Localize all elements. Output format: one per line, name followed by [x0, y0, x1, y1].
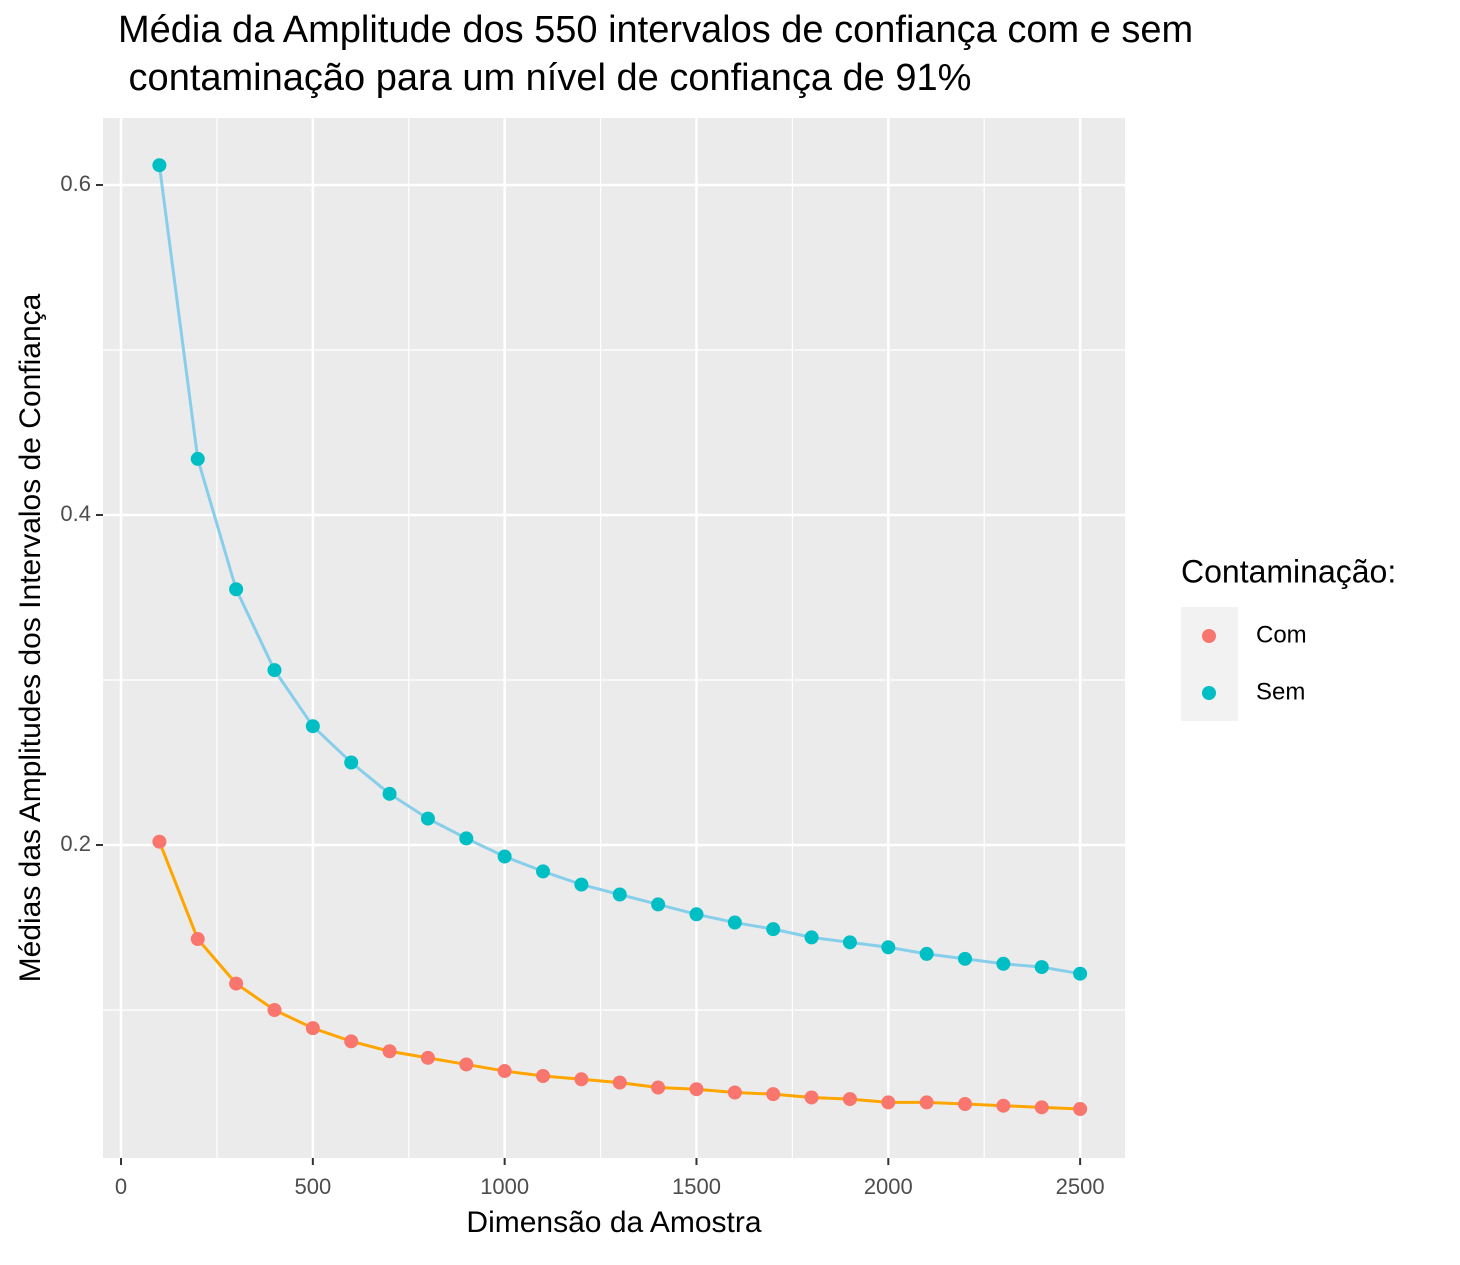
data-point	[881, 1095, 896, 1110]
data-point	[689, 907, 704, 922]
legend-label: Sem	[1256, 678, 1305, 705]
x-axis-label: Dimensão da Amostra	[466, 1206, 761, 1239]
data-point	[574, 877, 589, 892]
data-point	[766, 922, 781, 937]
chart-title: contaminação para um nível de confiança …	[118, 57, 971, 99]
data-point	[804, 930, 819, 945]
x-tick-label: 1500	[672, 1174, 721, 1199]
data-point	[612, 1075, 627, 1090]
data-point	[727, 915, 742, 930]
data-point	[267, 663, 282, 678]
legend-key	[1202, 629, 1216, 643]
x-tick-label: 1000	[480, 1174, 529, 1199]
data-point	[305, 1021, 320, 1036]
data-point	[881, 940, 896, 955]
data-point	[958, 1097, 973, 1112]
data-point	[536, 864, 551, 879]
data-point	[536, 1068, 551, 1083]
data-point	[1073, 966, 1088, 981]
data-point	[497, 849, 512, 864]
chart-title: Média da Amplitude dos 550 intervalos de…	[118, 9, 1193, 51]
data-point	[919, 946, 934, 961]
data-point	[612, 887, 627, 902]
data-point	[1034, 1100, 1049, 1115]
legend-key	[1202, 686, 1216, 700]
data-point	[727, 1085, 742, 1100]
legend: Com Sem	[1181, 607, 1307, 721]
data-point	[689, 1082, 704, 1097]
legend-key-background	[1181, 607, 1238, 721]
data-point	[996, 956, 1011, 971]
data-point	[420, 1050, 435, 1065]
data-point	[229, 976, 244, 991]
legend-label: Com	[1256, 621, 1307, 648]
data-point	[459, 831, 474, 846]
y-axis-label: Médias das Amplitudes dos Intervalos de …	[14, 293, 47, 982]
legend-title: Contaminação:	[1181, 553, 1396, 589]
data-point	[1034, 960, 1049, 975]
data-point	[152, 834, 167, 849]
plot-panel	[103, 118, 1125, 1158]
data-point	[382, 786, 397, 801]
data-point	[651, 897, 666, 912]
data-point	[766, 1087, 781, 1102]
data-point	[190, 932, 205, 947]
data-point	[497, 1064, 512, 1079]
y-tick-label: 0.4	[60, 501, 91, 526]
data-point	[420, 811, 435, 826]
y-tick-label: 0.6	[60, 171, 91, 196]
data-point	[651, 1080, 666, 1095]
data-point	[574, 1072, 589, 1087]
data-point	[958, 951, 973, 966]
data-point	[382, 1044, 397, 1059]
data-point	[344, 1034, 359, 1049]
data-point	[152, 158, 167, 173]
data-point	[305, 719, 320, 734]
data-point	[804, 1090, 819, 1105]
data-point	[229, 582, 244, 597]
data-point	[919, 1095, 934, 1110]
data-point	[344, 755, 359, 770]
x-tick-label: 2500	[1056, 1174, 1105, 1199]
data-point	[842, 935, 857, 950]
data-point	[459, 1057, 474, 1072]
x-tick-label: 2000	[864, 1174, 913, 1199]
x-tick-label: 0	[115, 1174, 127, 1199]
data-point	[190, 451, 205, 466]
data-point	[842, 1092, 857, 1107]
data-point	[996, 1098, 1011, 1113]
x-tick-label: 500	[294, 1174, 331, 1199]
y-tick-label: 0.2	[60, 831, 91, 856]
data-point	[267, 1002, 282, 1017]
data-point	[1073, 1101, 1088, 1116]
